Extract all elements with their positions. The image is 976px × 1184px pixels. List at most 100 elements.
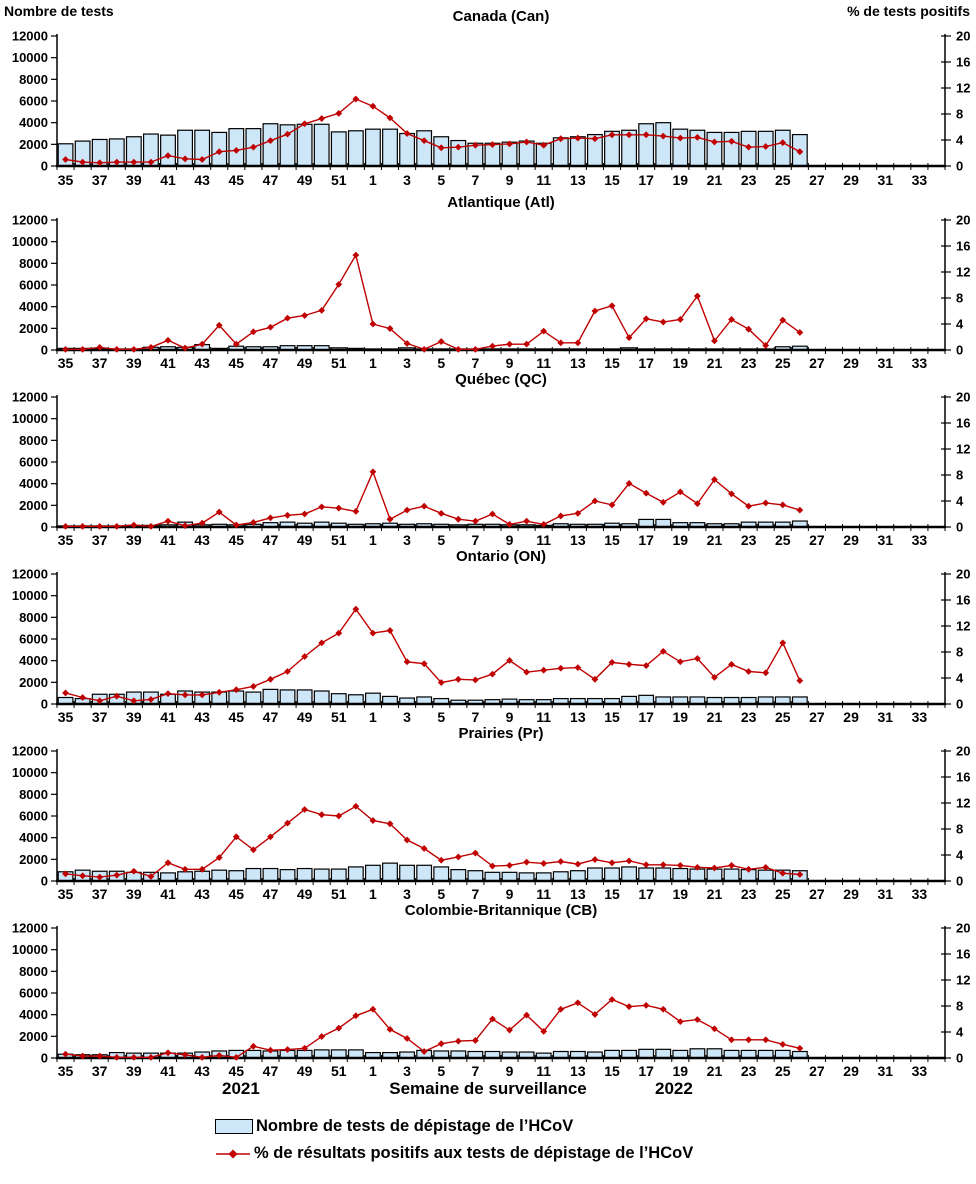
x-tick-label: 41 [160, 532, 176, 546]
test-bar [228, 870, 245, 882]
x-tick-label: 35 [58, 172, 74, 188]
y-left-tick-label: 0 [41, 874, 48, 889]
pct-point [796, 329, 804, 336]
x-tick-label: 25 [775, 355, 791, 369]
pct-positive-line [65, 469, 801, 528]
y-right-tick-label: 20 [956, 29, 970, 44]
y-left-tick-label: 12000 [12, 29, 48, 44]
x-tick-label: 31 [877, 355, 893, 369]
pct-point [625, 334, 633, 342]
x-tick-label: 41 [160, 886, 176, 900]
year-2021-label: 2021 [222, 1079, 260, 1098]
test-bar [262, 123, 279, 167]
pct-point [454, 675, 462, 683]
pct-point [215, 508, 223, 516]
pct-point [130, 697, 138, 705]
x-tick-label: 23 [741, 172, 757, 188]
panel-prairies: Prairies (Pr) 0 2000 4000 6000 8000 10000 12000… [12, 725, 971, 900]
x-tick-label: 29 [843, 172, 859, 188]
x-tick-label: 37 [92, 532, 108, 546]
pct-point [198, 519, 206, 527]
y-left-tick-label: 4000 [19, 299, 48, 314]
x-tick-label: 45 [229, 532, 245, 546]
x-tick-label: 33 [912, 1063, 928, 1077]
pct-point [147, 344, 155, 351]
pct-point [181, 522, 189, 530]
pct-point [642, 131, 650, 139]
pct-point [454, 143, 462, 151]
x-tick-label: 41 [160, 172, 176, 188]
pct-point [352, 508, 360, 515]
panel-title: Prairies (Pr) [458, 725, 543, 742]
pct-point [437, 856, 445, 864]
x-tick-label: 27 [809, 709, 825, 723]
x-tick-label: 23 [741, 532, 757, 546]
x-tick-label: 11 [536, 1063, 551, 1077]
pct-point [369, 320, 377, 328]
x-tick-label: 43 [194, 172, 210, 188]
pct-point [489, 862, 496, 870]
x-tick-label: 25 [775, 172, 791, 188]
y-left-tick-label: 4000 [19, 1007, 48, 1022]
y-left-tick-label: 0 [41, 1051, 48, 1066]
pct-point [386, 325, 394, 332]
x-tick-label: 43 [194, 1063, 210, 1077]
pct-point [659, 318, 667, 326]
x-tick-label: 25 [775, 886, 791, 900]
pct-point [181, 865, 189, 873]
pct-point [523, 138, 531, 146]
pct-positive-line [65, 607, 801, 702]
x-tick-label: 19 [673, 1063, 689, 1077]
x-tick-label: 35 [58, 355, 74, 369]
y-left-tick-label: 2000 [19, 1029, 48, 1044]
x-tick-label: 9 [506, 172, 514, 188]
x-tick-label: 41 [160, 1063, 176, 1077]
x-tick-label: 17 [638, 355, 654, 369]
y-left-tick-label: 8000 [19, 787, 48, 802]
pct-point [540, 141, 548, 149]
pct-point [232, 521, 240, 529]
pct-point [489, 670, 496, 678]
test-bar [484, 871, 501, 882]
test-bar [655, 867, 672, 882]
y-right-tick-label: 20 [956, 567, 970, 582]
x-tick-label: 1 [369, 532, 377, 546]
pct-point [164, 336, 172, 344]
x-tick-label: 3 [403, 355, 411, 369]
pct-point [745, 502, 753, 510]
pct-point [249, 143, 257, 151]
test-bar [416, 130, 433, 167]
x-tick-label: 49 [297, 1063, 313, 1077]
x-tick-label: 37 [92, 709, 108, 723]
x-tick-label: 9 [506, 355, 514, 369]
pct-point [574, 664, 582, 671]
pct-point [403, 130, 411, 137]
pct-point [164, 690, 172, 697]
x-tick-label: 25 [775, 709, 791, 723]
pct-point [574, 339, 582, 347]
pct-point [506, 340, 513, 348]
pct-point [198, 340, 206, 348]
panel-title: Atlantique (Atl) [447, 194, 554, 211]
test-bar [347, 1049, 364, 1059]
x-tick-label: 43 [194, 886, 210, 900]
y-left-tick-label: 8000 [19, 433, 48, 448]
test-bar [757, 869, 774, 882]
pct-point [711, 476, 718, 483]
pct-point [181, 344, 189, 352]
x-tick-label: 49 [297, 709, 313, 723]
y-left-tick-label: 8000 [19, 964, 48, 979]
pct-point [574, 509, 582, 517]
y-left-tick-label: 6000 [19, 809, 48, 824]
pct-point [574, 860, 582, 868]
y-right-tick-label: 8 [956, 999, 963, 1014]
pct-point [130, 867, 138, 875]
x-tick-label: 9 [506, 1063, 514, 1077]
pct-point [113, 871, 121, 879]
pct-point [96, 522, 104, 530]
pct-point [540, 666, 548, 674]
pct-point [130, 158, 138, 166]
pct-point [147, 696, 155, 703]
pct-point [352, 1012, 360, 1020]
test-bar [552, 871, 569, 882]
